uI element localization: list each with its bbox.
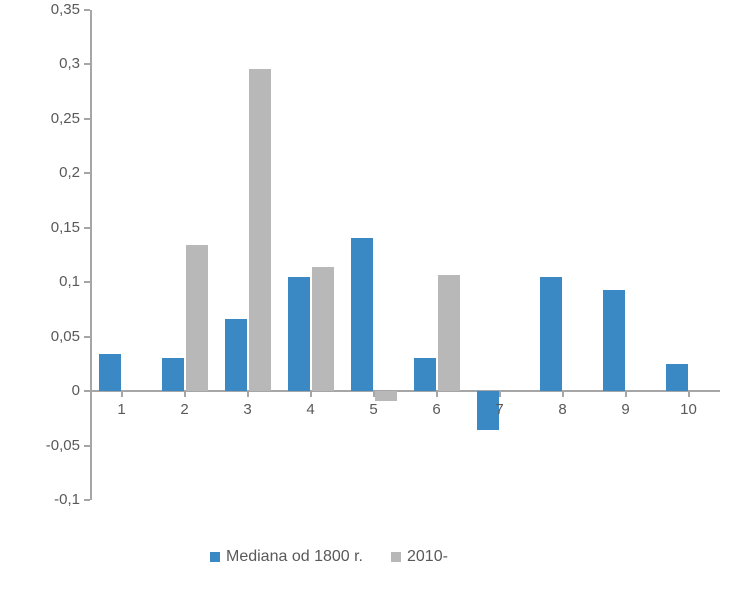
x-tick [436,391,438,397]
y-axis [90,10,92,500]
legend-label-2010: 2010- [407,548,448,566]
x-tick [310,391,312,397]
y-tick-label: 0,2 [30,164,80,181]
y-tick-label: -0,1 [30,491,80,508]
y-tick-label: 0,25 [30,110,80,127]
bar-y2010-5 [375,391,397,401]
x-tick [625,391,627,397]
x-tick-label: 5 [359,401,389,418]
x-tick-label: 7 [485,401,515,418]
bar-mediana-9 [603,290,625,391]
x-tick [562,391,564,397]
bar-mediana-1 [99,354,121,391]
y-tick [84,499,90,501]
bar-chart: Mediana od 1800 r. 2010- -0,1 -0,05 0 0,05 0… [0,0,735,599]
y-tick [84,118,90,120]
legend-item-2010: 2010- [391,548,448,566]
x-tick [688,391,690,397]
x-tick-label: 2 [170,401,200,418]
y-tick-label: 0,05 [30,328,80,345]
y-tick-label: 0,1 [30,273,80,290]
y-tick-label: -0,05 [30,437,80,454]
y-tick-label: 0,3 [30,55,80,72]
y-tick [84,390,90,392]
legend-swatch-2010 [391,552,401,562]
x-tick-label: 8 [548,401,578,418]
bar-y2010-3 [249,69,271,391]
bar-mediana-6 [414,358,436,391]
y-tick [84,281,90,283]
y-tick [84,336,90,338]
bar-mediana-5 [351,238,373,392]
x-tick-label: 1 [107,401,137,418]
y-tick [84,9,90,11]
x-tick [499,391,501,397]
x-tick [373,391,375,397]
legend-swatch-mediana [210,552,220,562]
legend: Mediana od 1800 r. 2010- [210,548,448,566]
y-tick [84,227,90,229]
bar-mediana-4 [288,277,310,391]
bar-mediana-8 [540,277,562,391]
bar-mediana-3 [225,319,247,391]
legend-label-mediana: Mediana od 1800 r. [226,548,363,566]
x-tick-label: 6 [422,401,452,418]
y-tick [84,63,90,65]
x-tick-label: 3 [233,401,263,418]
x-tick-label: 9 [611,401,641,418]
x-tick-label: 4 [296,401,326,418]
x-tick [121,391,123,397]
x-tick [184,391,186,397]
x-tick-label: 10 [674,401,704,418]
bar-y2010-6 [438,275,460,392]
y-tick [84,172,90,174]
bar-y2010-4 [312,267,334,391]
bar-mediana-10 [666,364,688,391]
y-tick-label: 0,35 [30,1,80,18]
plot-area [90,10,720,500]
bar-y2010-2 [186,245,208,391]
legend-item-mediana: Mediana od 1800 r. [210,548,363,566]
y-tick-label: 0,15 [30,219,80,236]
x-tick [247,391,249,397]
y-tick-label: 0 [30,382,80,399]
y-tick [84,445,90,447]
bar-mediana-2 [162,358,184,391]
